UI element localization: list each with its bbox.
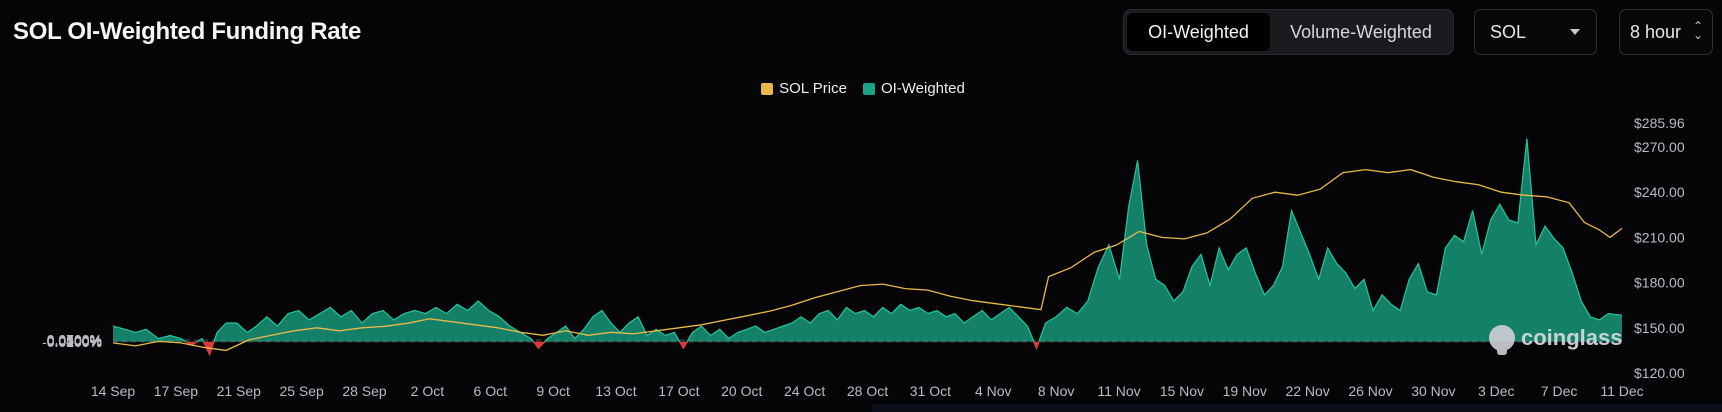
series-oi-weighted-area (113, 138, 1622, 342)
y-right-tick-label: $120.00 (1634, 365, 1685, 381)
y-left-tick-label: 0.0500% (47, 332, 102, 348)
coin-select-value: SOL (1490, 21, 1527, 42)
page-title: SOL OI-Weighted Funding Rate (13, 18, 362, 45)
legend-swatch-price (761, 82, 774, 95)
legend-label-oi: OI-Weighted (880, 80, 965, 97)
x-tick-label: 7 Dec (1541, 383, 1578, 399)
chart-legend: SOL Price OI-Weighted (0, 80, 1722, 97)
x-tick-label: 22 Nov (1285, 383, 1329, 399)
y-right-tick-label: $150.00 (1634, 320, 1685, 336)
y-right-tick-label: $180.00 (1634, 275, 1685, 291)
x-tick-label: 4 Nov (975, 383, 1012, 399)
y-right-tick-label: $240.00 (1634, 184, 1685, 200)
x-tick-label: 30 Nov (1411, 383, 1455, 399)
x-tick-label: 11 Dec (1600, 383, 1643, 399)
x-tick-label: 28 Sep (342, 383, 387, 399)
x-tick-label: 17 Oct (658, 383, 699, 399)
tab-volume-weighted[interactable]: Volume-Weighted (1290, 21, 1432, 42)
x-tick-label: 9 Oct (536, 383, 570, 399)
x-tick-label: 8 Nov (1038, 383, 1075, 399)
y-left-tick-label: 0.0200% (47, 333, 102, 349)
weighting-toggle: OI-Weighted Volume-Weighted (1123, 9, 1454, 55)
legend-label-price: SOL Price (779, 80, 847, 97)
interval-select-value: 8 hour (1630, 21, 1682, 42)
y-left-tick-label: 0.0700% (47, 332, 102, 348)
chevron-down-icon (1570, 29, 1580, 35)
legend-item-oi-weighted[interactable]: OI-Weighted (862, 80, 965, 97)
x-tick-label: 20 Oct (721, 383, 762, 399)
chevron-updown-icon: ⌃ ⌄ (1692, 19, 1703, 42)
y-right-tick-label: $285.96 (1634, 115, 1685, 131)
tab-oi-weighted[interactable]: OI-Weighted (1127, 13, 1270, 51)
footer-strip (872, 404, 1722, 412)
legend-swatch-oi (862, 82, 875, 95)
interval-select[interactable]: 8 hour ⌃ ⌄ (1619, 9, 1713, 55)
legend-item-sol-price[interactable]: SOL Price (761, 80, 847, 97)
x-tick-label: 2 Oct (411, 383, 445, 399)
y-left-tick-label: -0.0100% (42, 334, 102, 350)
x-tick-label: 17 Sep (154, 383, 199, 399)
x-tick-label: 3 Dec (1478, 383, 1515, 399)
y-left-tick-label: 0% (82, 334, 102, 350)
y-left-tick-label: 0.0400% (47, 333, 102, 349)
x-tick-label: 28 Oct (847, 383, 888, 399)
x-tick-label: 11 Nov (1097, 383, 1140, 399)
x-tick-label: 15 Nov (1160, 383, 1204, 399)
x-tick-label: 24 Oct (784, 383, 825, 399)
x-tick-label: 6 Oct (474, 383, 508, 399)
series-sol-price-line (112, 168, 1623, 352)
x-tick-label: 19 Nov (1223, 383, 1267, 399)
x-tick-label: 25 Sep (279, 383, 324, 399)
watermark: coinglass (1489, 325, 1623, 355)
x-tick-label: 26 Nov (1348, 383, 1392, 399)
coin-select[interactable]: SOL (1474, 9, 1597, 55)
y-right-tick-label: $210.00 (1634, 229, 1685, 245)
y-left-tick-label: 0.0600% (47, 332, 102, 348)
y-left-tick-label: 0.0300% (47, 333, 102, 349)
x-tick-label: 14 Sep (91, 383, 136, 399)
series-oi-weighted-line (113, 138, 1622, 342)
x-tick-label: 21 Sep (217, 383, 262, 399)
x-tick-label: 13 Oct (595, 383, 636, 399)
watermark-text: coinglass (1521, 325, 1623, 350)
y-right-tick-label: $270.00 (1634, 139, 1685, 155)
x-tick-label: 31 Oct (910, 383, 951, 399)
coinglass-logo-icon (1489, 325, 1515, 355)
y-left-tick-label: 0.0100% (47, 333, 102, 349)
